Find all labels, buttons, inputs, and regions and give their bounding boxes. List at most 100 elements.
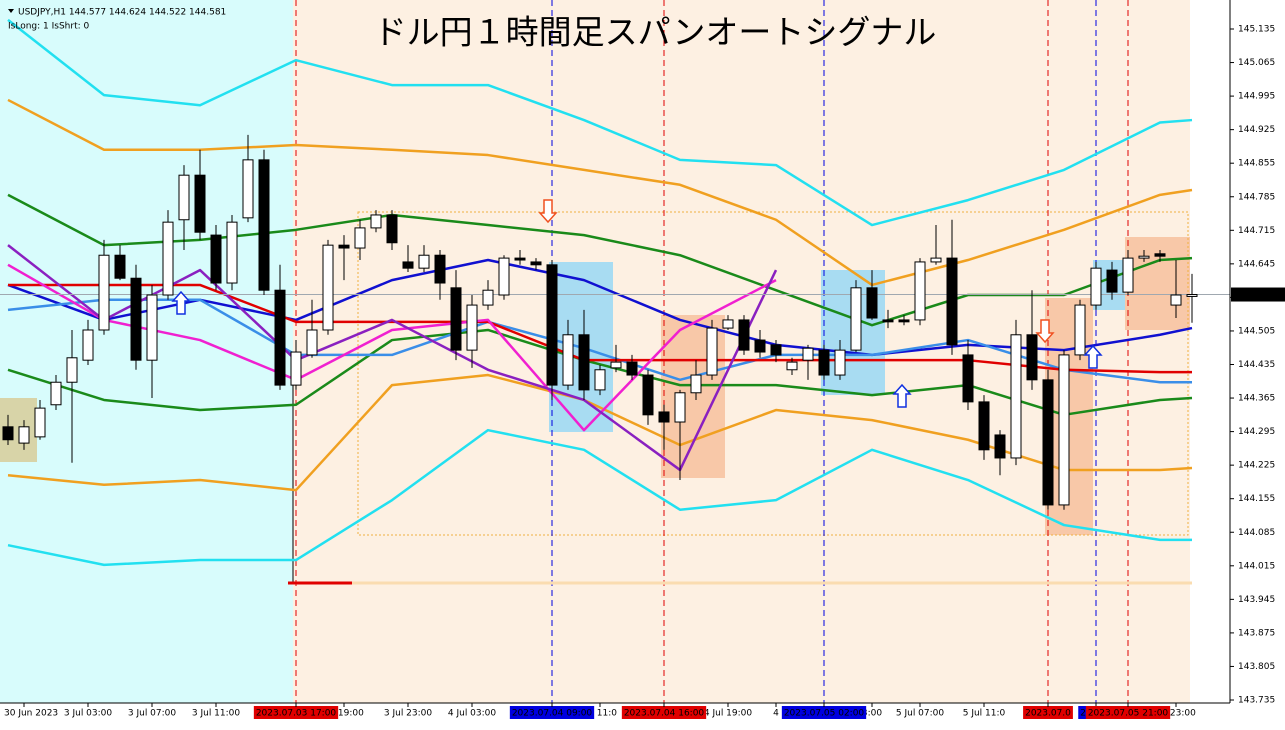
current-price-label: 144.581 (1238, 290, 1275, 300)
x-tick-label: 4 Jul 19:00 (704, 709, 753, 719)
candle-body (770, 344, 782, 356)
y-tick-label: 144.645 (1238, 259, 1275, 269)
candle-body (66, 357, 78, 383)
candle-body (146, 294, 158, 361)
candle-body (818, 349, 830, 376)
candle-body (18, 426, 30, 444)
candle-body (546, 264, 558, 386)
candle-body (610, 361, 622, 369)
x-label-box (1023, 706, 1073, 719)
candle-body (242, 159, 254, 219)
candle-body (1186, 294, 1198, 297)
buy-arrow (171, 290, 191, 315)
current-price-box (1231, 287, 1285, 302)
candle-body (290, 351, 302, 386)
candle-body (642, 374, 654, 416)
y-tick-label: 144.505 (1238, 326, 1275, 336)
chart-title: ドル円１時間足スパンオートシグナル (374, 13, 937, 52)
candle-body (898, 319, 910, 323)
candle-body (338, 244, 350, 249)
y-tick-label: 145.135 (1238, 25, 1275, 35)
candle-body (402, 261, 414, 269)
x-tick-label: 2023.07.04 16:00 (624, 709, 705, 719)
candle-body (930, 257, 942, 263)
x-tick-label: Jul 11:0 (582, 709, 617, 719)
candle-body (690, 374, 702, 394)
x-tick-label: 2023.07.05 21:00 (1088, 709, 1169, 719)
candle-body (258, 159, 270, 291)
candle-body (978, 401, 990, 451)
y-tick-label: 144.225 (1238, 461, 1275, 471)
arrows (171, 199, 1103, 408)
indicator-line (7, 258, 1193, 357)
y-tick-label: 143.945 (1238, 595, 1275, 605)
candle-body (178, 174, 190, 221)
candle-body (2, 426, 14, 441)
x-label-box (781, 706, 867, 719)
x-tick-label: 3 Jul 11:00 (192, 709, 241, 719)
candle-body (1090, 267, 1102, 306)
x-tick-label: 5 Jul 11:0 (963, 709, 1006, 719)
candle-body (1074, 304, 1086, 356)
candle-body (962, 354, 974, 403)
candle-body (1042, 379, 1054, 506)
candle-body (674, 392, 686, 423)
candle-body (994, 434, 1006, 459)
candle-body (882, 319, 894, 323)
indicator-line (7, 18, 1193, 227)
candle-body (802, 347, 814, 361)
candle-body (834, 349, 846, 376)
candle-body (210, 234, 222, 284)
candle-body (530, 261, 542, 266)
status-line: IsLong: 1 IsShrt: 0 (8, 22, 89, 32)
candle-body (866, 287, 878, 319)
candle-body (514, 257, 526, 261)
x-tick-label: 2023.07.03 17:00 (256, 709, 337, 719)
candle-body (370, 214, 382, 229)
zone-peach (293, 0, 1190, 703)
x-tick-label: 4 (773, 709, 779, 719)
candle-body (306, 329, 318, 356)
candle-body (786, 361, 798, 371)
candle-body (386, 214, 398, 244)
box-peach (1125, 237, 1190, 330)
candle-body (1170, 294, 1182, 306)
y-tick-label: 144.785 (1238, 192, 1275, 202)
y-tick-label: 144.365 (1238, 394, 1275, 404)
symbol-line: USDJPY,H1 144.577 144.624 144.522 144.58… (18, 8, 226, 18)
candle-body (738, 319, 750, 351)
indicator-line (7, 428, 1192, 567)
x-tick-label: Jul 23:00 (1155, 709, 1196, 719)
y-tick-label: 145.065 (1238, 58, 1275, 68)
candle-body (1026, 334, 1038, 381)
x-label-box (621, 706, 707, 719)
y-tick-label: 144.855 (1238, 159, 1275, 169)
candle-body (914, 261, 926, 321)
sell-arrow (538, 199, 558, 224)
y-tick-label: 144.015 (1238, 561, 1275, 571)
y-tick-label: 144.715 (1238, 226, 1275, 236)
candle-body (1122, 257, 1134, 293)
candle-body (626, 361, 638, 376)
candle-body (114, 254, 126, 279)
x-tick-label: 4 Jul 03:00 (448, 709, 497, 719)
x-tick-label: 2023.07.05 02:00 (784, 709, 865, 719)
menu-triangle (8, 9, 14, 13)
y-tick-label: 144.155 (1238, 494, 1275, 504)
candle-body (754, 339, 766, 353)
y-tick-label: 143.805 (1238, 662, 1275, 672)
x-tick-label: Jul 19:00 (323, 709, 364, 719)
candle-body (850, 287, 862, 351)
candle-body (322, 244, 334, 331)
y-tick-label: 144.925 (1238, 125, 1275, 135)
x-tick-label: 5 Jul 07:00 (896, 709, 945, 719)
candle-body (498, 257, 510, 296)
y-tick-label: 144.295 (1238, 427, 1275, 437)
candle-body (434, 254, 446, 284)
candle-body (34, 407, 46, 438)
candle-body (418, 254, 430, 269)
candle-body (1058, 354, 1070, 506)
candle-body (1106, 269, 1118, 293)
candle-body (706, 327, 718, 376)
